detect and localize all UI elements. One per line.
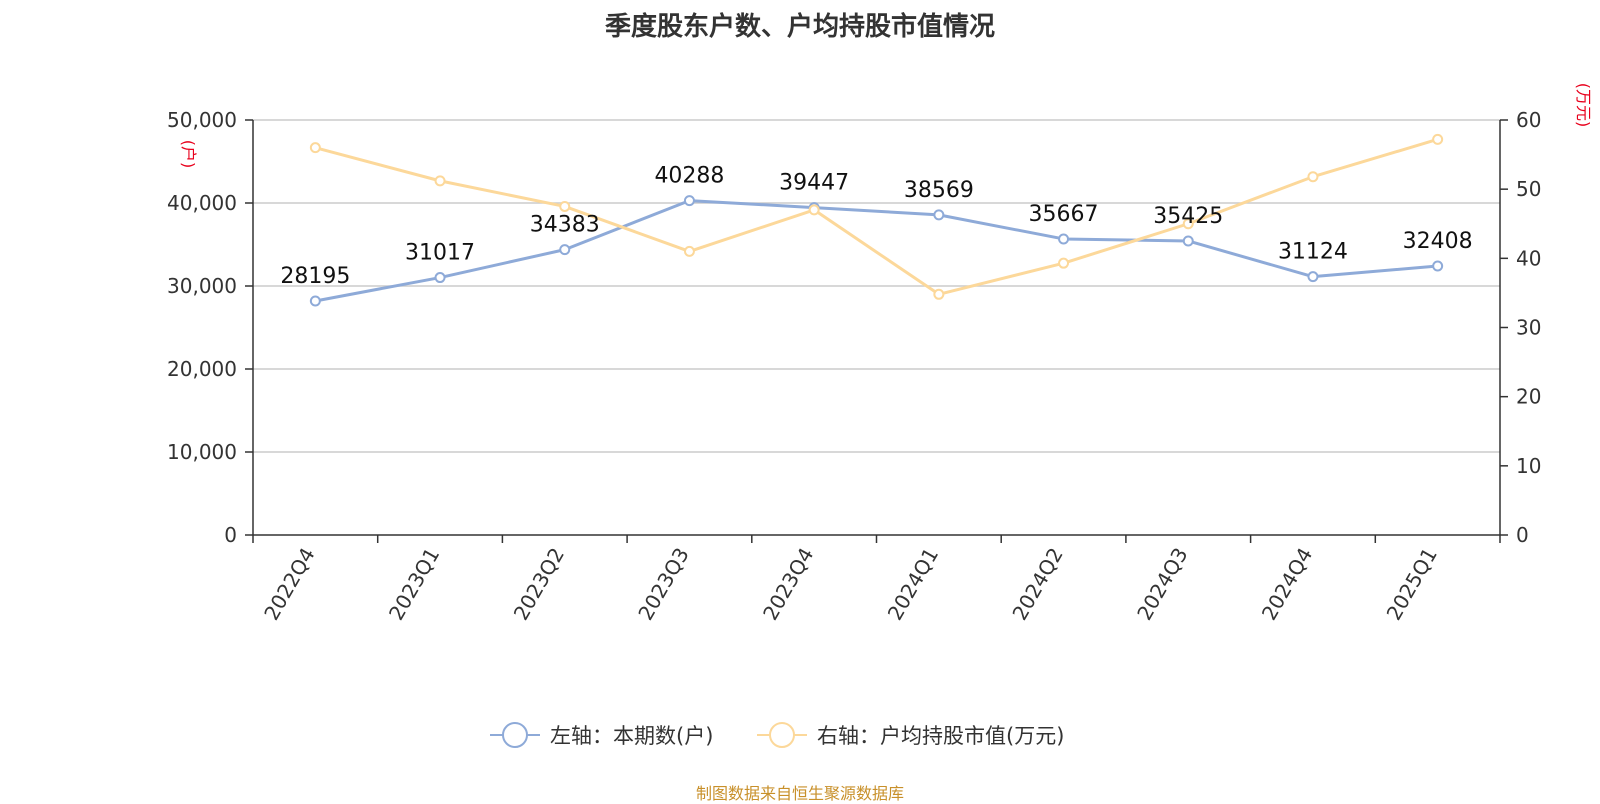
data-label: 39447 xyxy=(779,171,849,196)
right-tick-label: 20 xyxy=(1516,385,1541,409)
data-label: 31017 xyxy=(405,241,475,266)
right-tick-label: 60 xyxy=(1516,108,1541,132)
x-tick-label: 2024Q1 xyxy=(883,544,943,625)
data-label: 40288 xyxy=(654,164,724,189)
series-1-point xyxy=(1058,233,1070,245)
right-tick-label: 40 xyxy=(1516,246,1541,270)
x-tick-label: 2025Q1 xyxy=(1382,544,1442,625)
data-label: 31124 xyxy=(1278,240,1348,265)
series-1-point xyxy=(1182,235,1194,247)
data-label: 35425 xyxy=(1153,204,1223,229)
series-2-point xyxy=(1182,218,1194,230)
legend-marker-icon xyxy=(502,722,528,748)
legend[interactable]: 左轴：本期数(户) 右轴：户均持股市值(万元) xyxy=(490,722,1064,748)
data-label: 28195 xyxy=(280,264,350,289)
x-tick-label: 2023Q4 xyxy=(758,544,818,625)
series-1-point xyxy=(434,272,446,284)
series-line-1 xyxy=(315,199,1438,303)
legend-item-2[interactable]: 右轴：户均持股市值(万元) xyxy=(757,722,1064,748)
series-1-point xyxy=(309,295,321,307)
left-tick-label: 50,000 xyxy=(167,108,237,132)
series-1-point xyxy=(1307,271,1319,283)
left-tick-label: 20,000 xyxy=(167,357,237,381)
series-1-point xyxy=(559,244,571,256)
data-label: 38569 xyxy=(904,178,974,203)
series-1-point xyxy=(683,195,695,207)
x-tick-label: 2024Q3 xyxy=(1132,544,1192,625)
series-2-point xyxy=(933,288,945,300)
legend-label: 左轴：本期数(户) xyxy=(550,724,713,748)
left-tick-label: 40,000 xyxy=(167,191,237,215)
series-lines xyxy=(309,133,1444,307)
right-tick-label: 0 xyxy=(1516,523,1529,547)
x-tick-label: 2023Q1 xyxy=(384,544,444,625)
series-2-point xyxy=(1307,171,1319,183)
legend-item-1[interactable]: 左轴：本期数(户) xyxy=(490,722,713,748)
series-2-point xyxy=(309,142,321,154)
x-tick-label: 2024Q4 xyxy=(1257,544,1317,625)
left-tick-label: 0 xyxy=(224,523,237,547)
right-tick-label: 30 xyxy=(1516,316,1541,340)
grid-lines xyxy=(253,119,1500,453)
series-2-point xyxy=(1432,133,1444,145)
x-tick-label: 2023Q2 xyxy=(509,544,569,625)
left-tick-label: 30,000 xyxy=(167,274,237,298)
data-label: 34383 xyxy=(530,213,600,238)
x-tick-label: 2023Q3 xyxy=(633,544,693,625)
data-labels: 28195 31017 34383 40288 39447 38569 35667 35425… xyxy=(280,164,1472,289)
left-tick-label: 10,000 xyxy=(167,440,237,464)
right-tick-label: 50 xyxy=(1516,177,1541,201)
series-1-point xyxy=(1432,260,1444,272)
source-note: 制图数据来自恒生聚源数据库 xyxy=(695,784,904,803)
data-label: 32408 xyxy=(1403,229,1473,254)
right-tick-label: 10 xyxy=(1516,454,1541,478)
series-2-point xyxy=(808,204,820,216)
x-tick-label: 2024Q2 xyxy=(1007,544,1067,625)
x-tick-label: 2022Q4 xyxy=(259,544,319,625)
left-axis-unit: (户) xyxy=(179,140,198,169)
series-line-2 xyxy=(314,137,1439,296)
legend-marker-icon xyxy=(769,722,795,748)
series-2-point xyxy=(434,175,446,187)
right-axis-unit: (万元) xyxy=(1574,83,1593,128)
series-2-point xyxy=(1058,257,1070,269)
series-2-point xyxy=(683,245,695,257)
chart-title: 季度股东户数、户均持股市值情况 xyxy=(604,12,995,42)
series-2-point xyxy=(559,200,571,212)
legend-label: 右轴：户均持股市值(万元) xyxy=(817,724,1064,748)
data-label: 35667 xyxy=(1029,202,1099,227)
series-1-point xyxy=(933,209,945,221)
